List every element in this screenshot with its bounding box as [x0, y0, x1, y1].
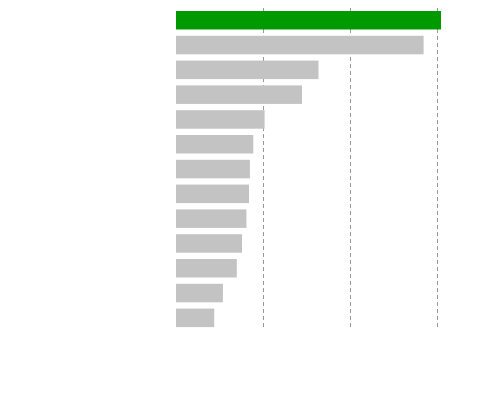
- bar-highlighted: [176, 11, 441, 30]
- bar: [176, 60, 319, 80]
- bar: [176, 135, 254, 154]
- bar: [176, 159, 250, 179]
- bar: [176, 110, 265, 129]
- bar: [176, 85, 302, 104]
- bar: [176, 234, 242, 253]
- bar: [176, 283, 223, 303]
- bar: [176, 259, 237, 278]
- bar: [176, 209, 247, 228]
- bar: [176, 35, 424, 55]
- bars: [176, 11, 441, 328]
- bar: [176, 308, 215, 328]
- bar: [176, 184, 249, 204]
- gridlines: [263, 8, 438, 327]
